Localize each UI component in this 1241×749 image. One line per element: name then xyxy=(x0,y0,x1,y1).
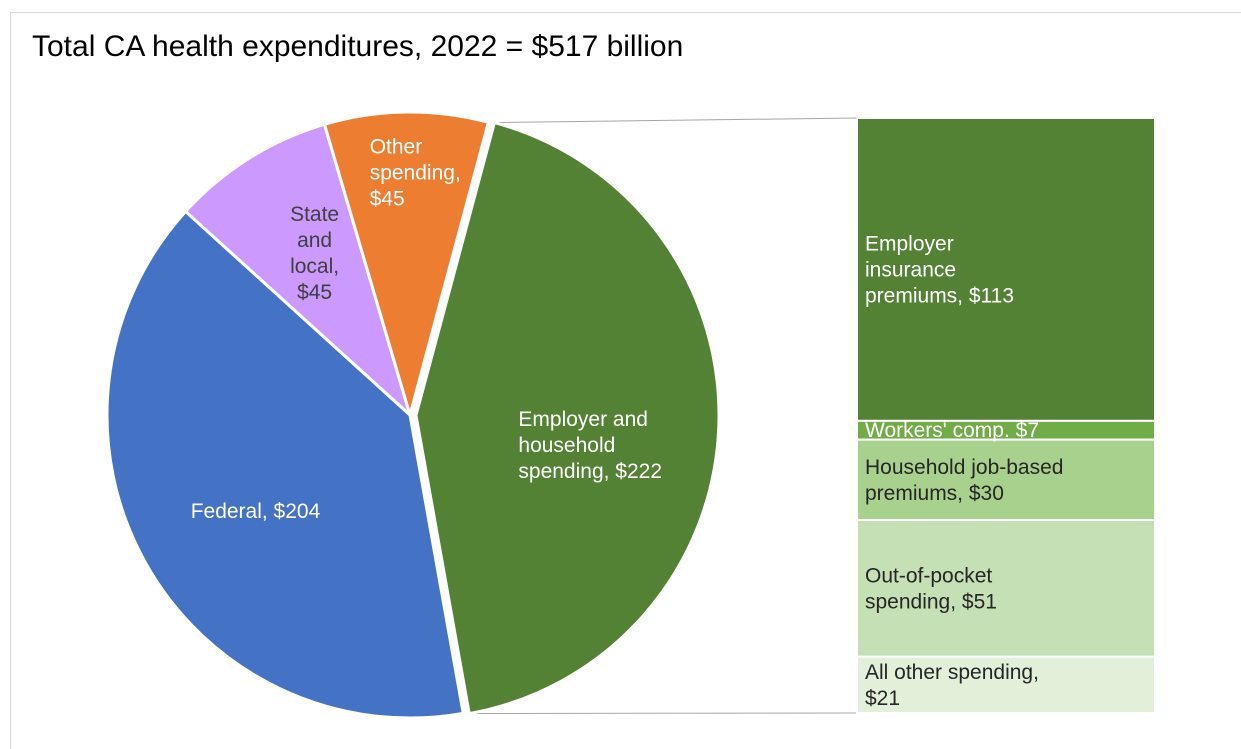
breakdown-bar xyxy=(857,118,1155,713)
bar-label-workers-comp: Workers' comp. $7 xyxy=(865,419,1039,442)
bar-segment-household-job-based-premiums xyxy=(857,440,1155,520)
pie-label-federal: Federal, $204 xyxy=(191,500,321,523)
connector-top xyxy=(494,118,857,123)
bar-segment-out-of-pocket-spending xyxy=(857,520,1155,657)
connector-bottom xyxy=(469,713,857,714)
